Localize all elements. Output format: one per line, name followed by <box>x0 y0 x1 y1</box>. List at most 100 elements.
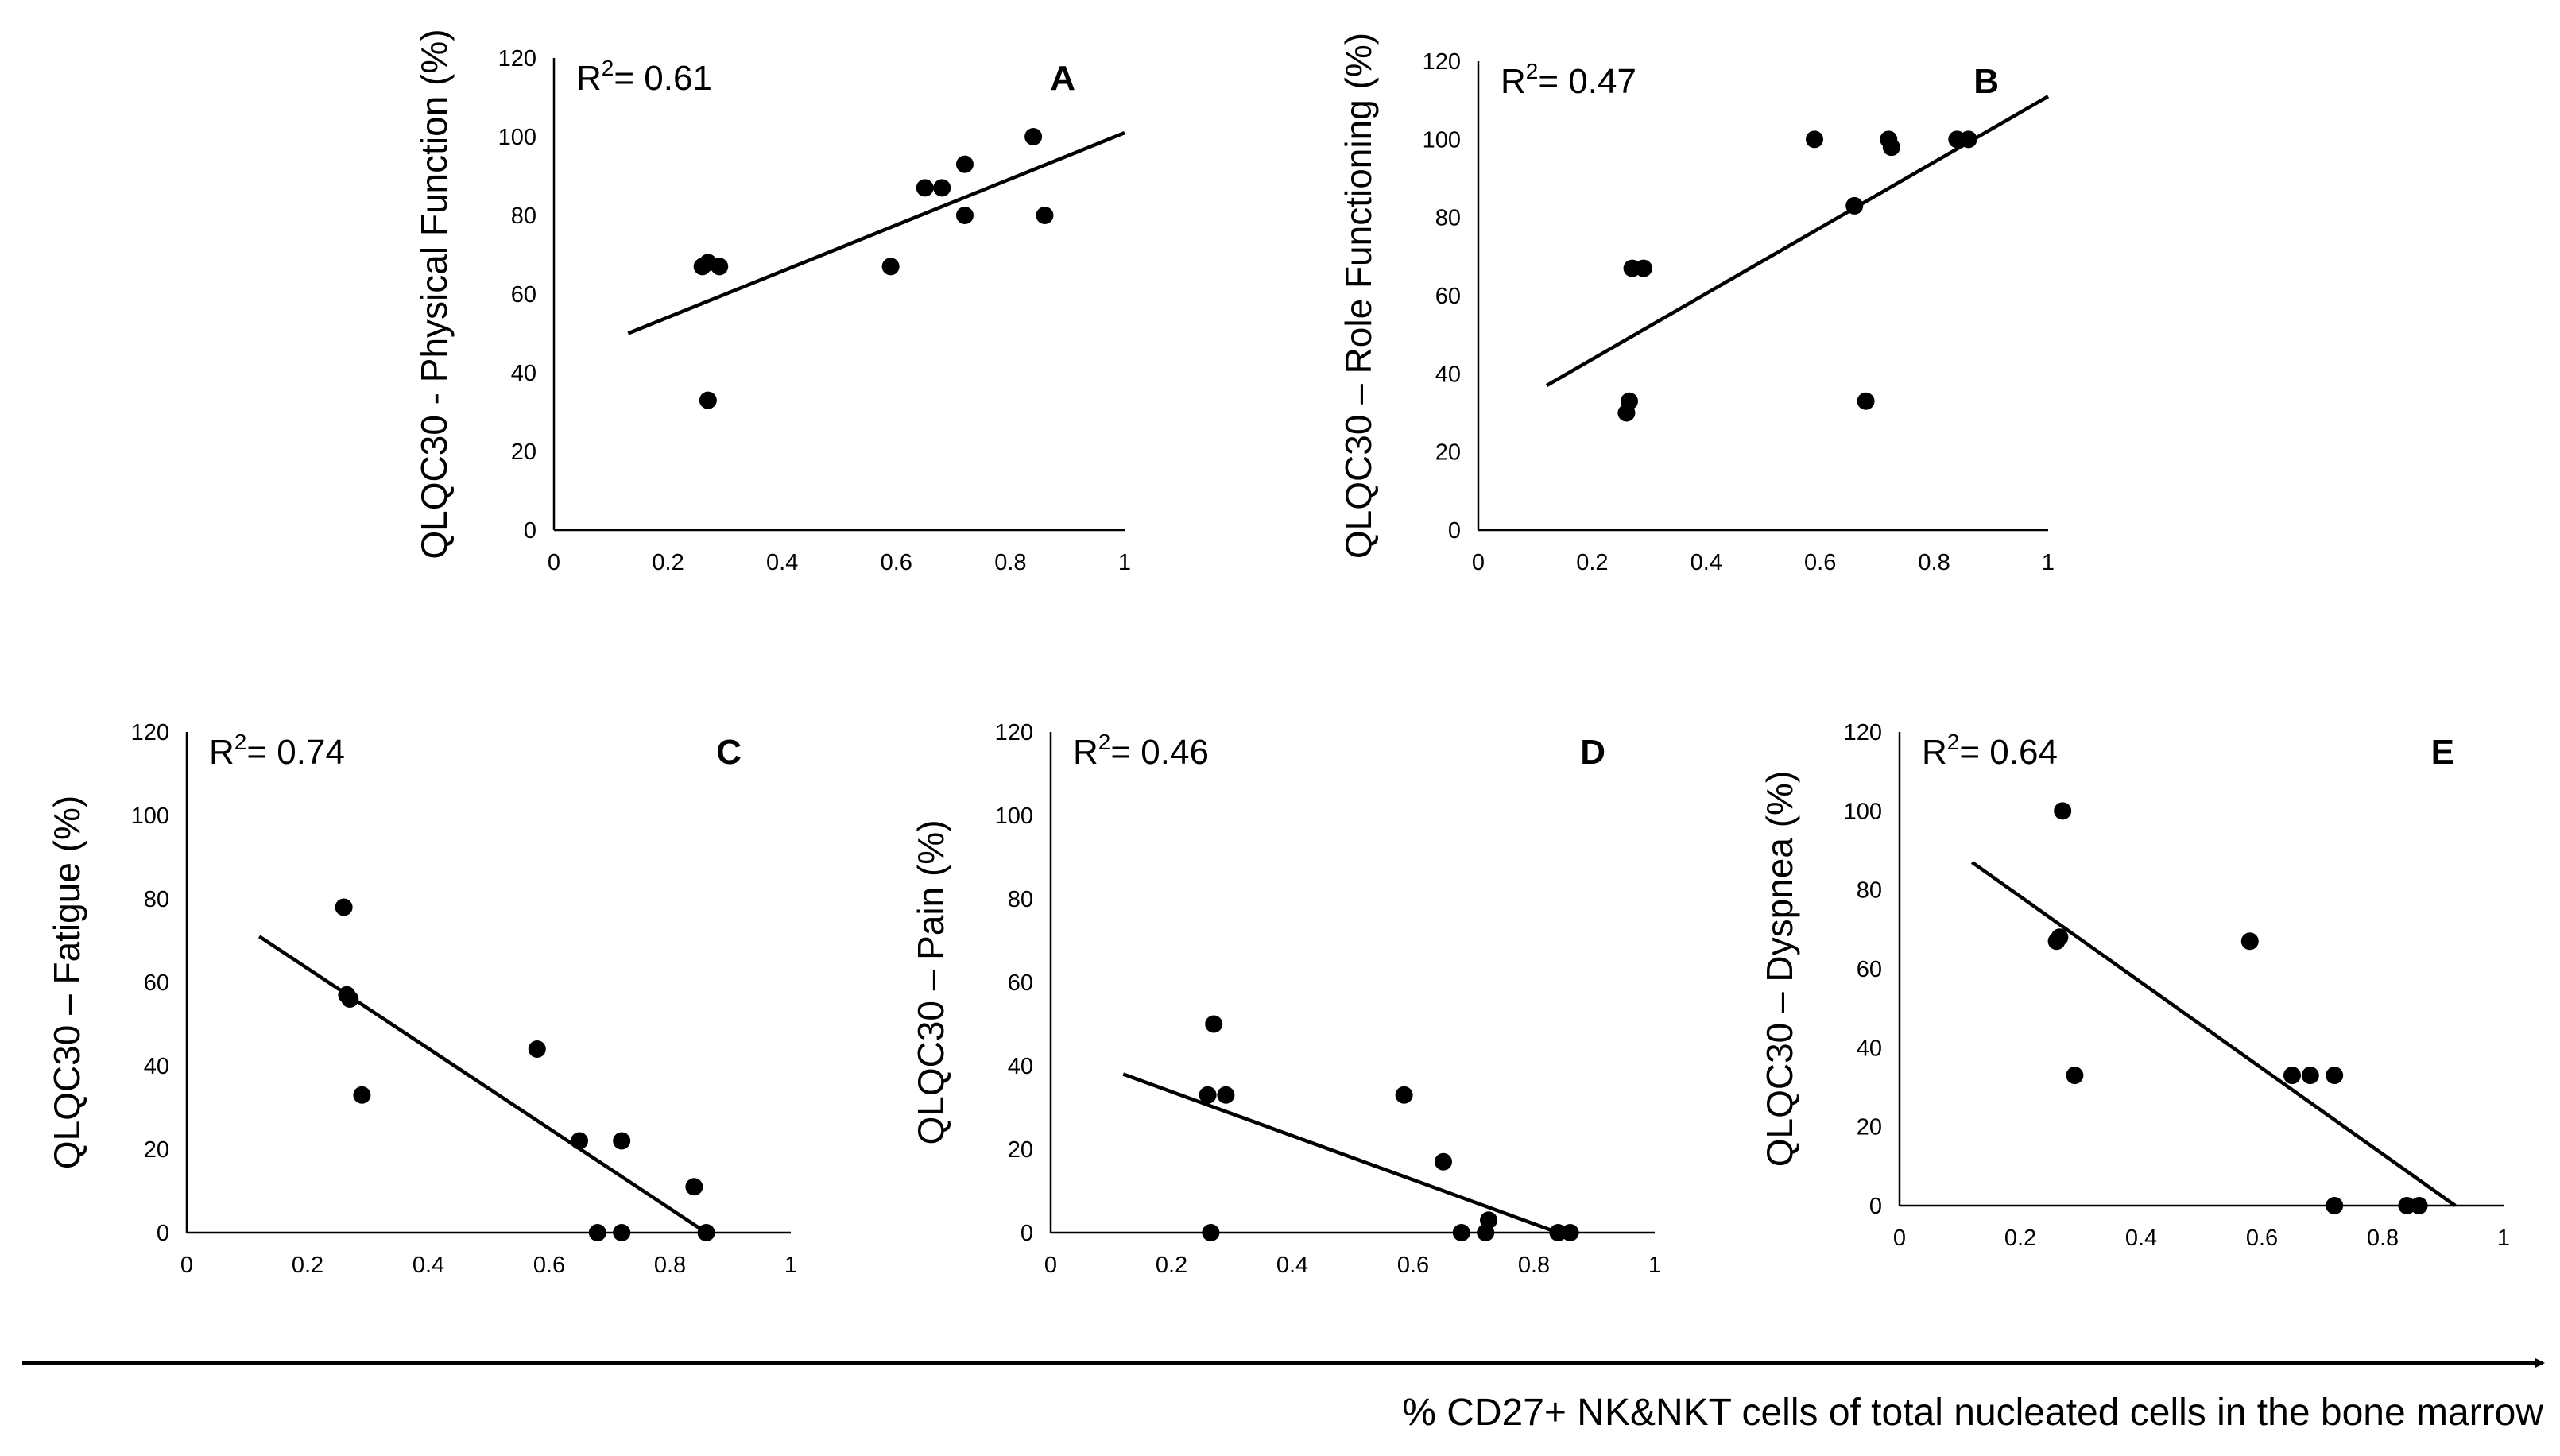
y-axis-label: QLQC30 – Dyspnea (%) <box>1759 771 1800 1168</box>
y-tick-label: 40 <box>1008 1054 1033 1079</box>
r-squared-superscript: 2 <box>602 56 614 80</box>
r-squared-value: = 0.64 <box>1959 733 2058 772</box>
y-tick-label: 40 <box>1857 1036 1882 1061</box>
panel-letter: E <box>2431 733 2454 772</box>
y-tick-label: 80 <box>1008 887 1033 912</box>
data-point <box>2054 802 2072 820</box>
data-point <box>1036 207 1054 224</box>
x-tick-label: 0 <box>1472 550 1485 575</box>
data-point <box>1549 1224 1567 1241</box>
x-tick-label: 0.4 <box>1691 550 1722 575</box>
data-point <box>955 207 974 224</box>
data-point <box>1480 1211 1497 1229</box>
panel-letter: B <box>1973 62 1999 101</box>
data-point <box>699 391 717 409</box>
y-tick-label: 0 <box>1448 518 1461 544</box>
r-squared-superscript: 2 <box>1526 59 1539 83</box>
y-tick-label: 40 <box>1435 362 1461 387</box>
panel-a: 0 20 40 60 80 100 120 0 0.2 0.4 0.6 0.8 1 QLQC30 - Ph… <box>413 29 1131 575</box>
y-tick-label: 60 <box>144 970 169 996</box>
r-squared-superscript: 2 <box>1947 730 1960 754</box>
y-tick-label: 60 <box>511 282 536 308</box>
trendline <box>1970 861 2457 1207</box>
x-tick-label: 0.4 <box>766 550 798 575</box>
data-point <box>955 155 974 173</box>
y-tick-label: 120 <box>131 720 169 745</box>
y-tick-label: 120 <box>498 46 536 72</box>
data-point <box>353 1086 371 1104</box>
x-tick-label: 0 <box>548 550 560 575</box>
y-tick-label: 80 <box>1435 206 1461 231</box>
x-tick-label: 0.6 <box>1397 1253 1429 1278</box>
data-point <box>341 990 359 1008</box>
x-tick-label: 0.8 <box>994 550 1026 575</box>
data-point <box>2398 1197 2416 1214</box>
r-squared-superscript: 2 <box>234 730 247 754</box>
x-tick-label: 0.4 <box>2125 1226 2157 1251</box>
data-point <box>1199 1086 1217 1104</box>
data-point <box>1395 1086 1413 1104</box>
data-point <box>2240 932 2259 951</box>
x-tick-label: 0.6 <box>2246 1226 2278 1251</box>
x-tick-label: 0.6 <box>1804 550 1836 575</box>
data-point <box>933 179 951 197</box>
data-point <box>2051 928 2069 947</box>
data-point <box>1202 1224 1220 1241</box>
r-squared-label: R2= 0.74 <box>209 730 345 772</box>
y-tick-label: 100 <box>1423 127 1461 153</box>
r-squared-symbol: R <box>209 733 234 772</box>
data-point <box>1617 404 1636 422</box>
data-point <box>1435 1152 1452 1171</box>
x-tick-label: 1 <box>1118 550 1131 575</box>
y-tick-label: 0 <box>524 518 536 544</box>
data-point <box>711 258 729 276</box>
y-axis-label: QLQC30 – Pain (%) <box>910 819 951 1144</box>
y-tick-label: 20 <box>511 440 536 465</box>
r-squared-symbol: R <box>576 59 602 98</box>
x-tick-label: 0.8 <box>2367 1226 2399 1251</box>
y-tick-label: 0 <box>157 1221 169 1246</box>
panel-letter: C <box>716 733 742 772</box>
panel-letter: A <box>1050 59 1075 98</box>
y-tick-label: 20 <box>1008 1137 1033 1163</box>
x-tick-label: 0 <box>1893 1226 1906 1251</box>
x-tick-label: 0.2 <box>1576 550 1608 575</box>
y-tick-label: 40 <box>511 361 536 386</box>
x-tick-label: 0 <box>1044 1253 1057 1278</box>
y-tick-label: 0 <box>1869 1194 1882 1219</box>
data-point <box>613 1132 631 1150</box>
y-tick-label: 100 <box>131 804 169 829</box>
x-tick-label: 0.4 <box>412 1253 444 1278</box>
x-tick-label: 1 <box>2042 550 2055 575</box>
y-tick-label: 40 <box>144 1054 169 1079</box>
r-squared-label: R2= 0.61 <box>576 56 712 98</box>
x-tick-label: 1 <box>2497 1226 2510 1251</box>
y-tick-label: 80 <box>144 887 169 912</box>
data-point <box>2301 1067 2319 1085</box>
x-tick-label: 0.2 <box>2004 1226 2036 1251</box>
y-tick-label: 0 <box>1021 1221 1033 1246</box>
trendline <box>1122 1072 1559 1235</box>
y-axis-label: QLQC30 – Role Functioning (%) <box>1338 33 1379 559</box>
y-tick-label: 20 <box>1857 1115 1882 1140</box>
data-point <box>685 1178 703 1196</box>
data-point <box>1024 128 1043 145</box>
data-point <box>588 1224 606 1241</box>
x-tick-label: 0.8 <box>1918 550 1950 575</box>
r-squared-label: R2= 0.64 <box>1922 730 2058 772</box>
x-tick-label: 0.8 <box>1518 1253 1550 1278</box>
y-tick-label: 100 <box>498 125 536 150</box>
y-tick-label: 100 <box>1844 799 1882 824</box>
y-tick-label: 20 <box>144 1137 169 1163</box>
data-point <box>1845 196 1864 215</box>
y-tick-label: 120 <box>995 720 1033 745</box>
y-tick-label: 60 <box>1435 284 1461 309</box>
y-tick-label: 80 <box>511 203 536 229</box>
x-tick-label: 0.2 <box>292 1253 323 1278</box>
trendline <box>258 935 707 1234</box>
data-point <box>2326 1197 2344 1214</box>
data-point <box>916 179 934 197</box>
y-tick-label: 80 <box>1857 878 1882 904</box>
